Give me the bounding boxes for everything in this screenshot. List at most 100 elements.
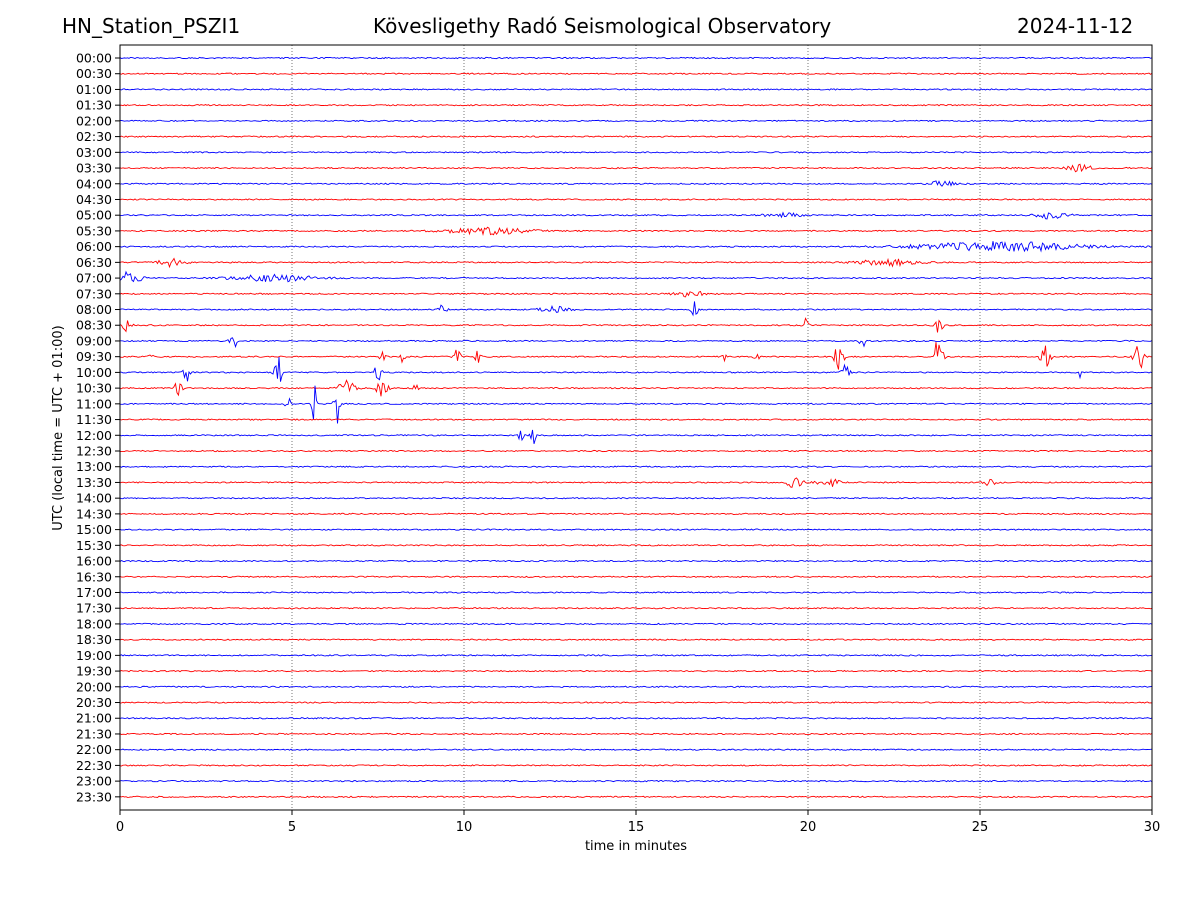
trace-1830 (119, 638, 1153, 641)
trace-0200 (119, 119, 1153, 123)
y-tick-label: 22:30 (76, 758, 112, 773)
trace-1200 (119, 429, 1153, 444)
y-tick-label: 08:00 (76, 302, 112, 317)
trace-0730 (119, 290, 1153, 298)
trace-0000 (119, 56, 1153, 60)
x-tick-label: 5 (288, 820, 296, 835)
y-tick-label: 02:00 (76, 113, 112, 128)
y-tick-label: 18:00 (76, 616, 112, 631)
y-tick-label: 03:30 (76, 161, 112, 176)
trace-1900 (119, 654, 1153, 657)
y-tick-label: 03:00 (76, 145, 112, 160)
x-axis-label: time in minutes (585, 839, 687, 854)
station-name: HN_Station_PSZI1 (62, 14, 241, 38)
y-tick-label: 06:00 (76, 239, 112, 254)
trace-0930 (119, 342, 1153, 370)
y-tick-label: 14:00 (76, 491, 112, 506)
trace-2330 (119, 795, 1153, 799)
trace-0900 (119, 337, 1153, 349)
y-tick-label: 15:00 (76, 522, 112, 537)
trace-0030 (119, 72, 1153, 75)
y-tick-label: 11:00 (76, 396, 112, 411)
y-tick-label: 11:30 (76, 412, 112, 427)
y-tick-label: 17:00 (76, 585, 112, 600)
trace-0430 (119, 198, 1153, 201)
y-axis-label: UTC (local time = UTC + 01:00) (51, 325, 66, 530)
trace-0830 (119, 317, 1153, 333)
y-tick-label: 00:00 (76, 51, 112, 66)
trace-0500 (119, 211, 1153, 220)
y-tick-label: 21:00 (76, 711, 112, 726)
trace-1100 (119, 385, 1153, 424)
y-tick-label: 17:30 (76, 601, 112, 616)
trace-2300 (119, 779, 1153, 783)
y-tick-label: 21:30 (76, 726, 112, 741)
trace-1030 (119, 379, 1153, 397)
trace-1730 (119, 607, 1153, 610)
trace-2200 (119, 748, 1153, 751)
y-tick-label: 19:00 (76, 648, 112, 663)
trace-1400 (119, 496, 1153, 500)
x-tick-label: 20 (800, 820, 817, 835)
trace-0700 (119, 270, 1153, 283)
y-tick-label: 15:30 (76, 538, 112, 553)
trace-1530 (119, 544, 1153, 547)
y-tick-label: 23:00 (76, 774, 112, 789)
y-tick-label: 07:00 (76, 271, 112, 286)
x-tick-label: 30 (1144, 820, 1161, 835)
trace-0630 (119, 257, 1153, 269)
trace-1600 (119, 559, 1153, 563)
y-tick-label: 05:30 (76, 223, 112, 238)
y-tick-label: 20:00 (76, 679, 112, 694)
y-tick-label: 14:30 (76, 506, 112, 521)
y-tick-label: 19:30 (76, 664, 112, 679)
trace-0400 (119, 180, 1153, 187)
trace-2000 (119, 685, 1153, 688)
trace-1000 (119, 356, 1153, 382)
x-axis: 0 5 10 15 20 25 30 (116, 810, 1160, 835)
x-tick-label: 15 (628, 820, 645, 835)
y-axis: 00:0000:3001:0001:3002:0002:3003:0003:30… (76, 51, 120, 804)
trace-layer (119, 56, 1153, 799)
y-tick-label: 13:00 (76, 459, 112, 474)
trace-1230 (119, 449, 1153, 453)
y-tick-label: 12:30 (76, 444, 112, 459)
y-tick-label: 08:30 (76, 318, 112, 333)
y-tick-label: 01:00 (76, 82, 112, 97)
trace-2130 (119, 732, 1153, 736)
y-tick-label: 10:30 (76, 381, 112, 396)
trace-0100 (119, 88, 1153, 91)
y-tick-label: 01:30 (76, 98, 112, 113)
x-tick-label: 0 (116, 820, 124, 835)
trace-0300 (119, 151, 1153, 154)
trace-2100 (119, 717, 1153, 720)
trace-2230 (119, 764, 1153, 767)
trace-1130 (119, 418, 1153, 421)
y-tick-label: 23:30 (76, 789, 112, 804)
y-tick-label: 05:00 (76, 208, 112, 223)
y-tick-label: 16:00 (76, 554, 112, 569)
trace-1630 (119, 575, 1153, 578)
y-tick-label: 10:00 (76, 365, 112, 380)
chart-title: Kövesligethy Radó Seismological Observat… (373, 14, 832, 38)
y-tick-label: 20:30 (76, 695, 112, 710)
trace-1330 (119, 477, 1153, 488)
trace-0130 (119, 104, 1153, 107)
x-tick-label: 10 (456, 820, 473, 835)
chart-date: 2024-11-12 (1017, 14, 1134, 38)
trace-0600 (119, 241, 1153, 253)
y-tick-label: 18:30 (76, 632, 112, 647)
x-tick-label: 25 (972, 820, 989, 835)
trace-0330 (119, 163, 1153, 173)
trace-2030 (119, 701, 1153, 704)
trace-0230 (119, 135, 1153, 138)
trace-0800 (119, 301, 1153, 317)
y-tick-label: 07:30 (76, 286, 112, 301)
trace-1430 (119, 512, 1153, 516)
y-tick-label: 09:00 (76, 333, 112, 348)
trace-1930 (119, 669, 1153, 673)
y-tick-label: 02:30 (76, 129, 112, 144)
trace-0530 (119, 226, 1153, 237)
y-tick-label: 00:30 (76, 66, 112, 81)
